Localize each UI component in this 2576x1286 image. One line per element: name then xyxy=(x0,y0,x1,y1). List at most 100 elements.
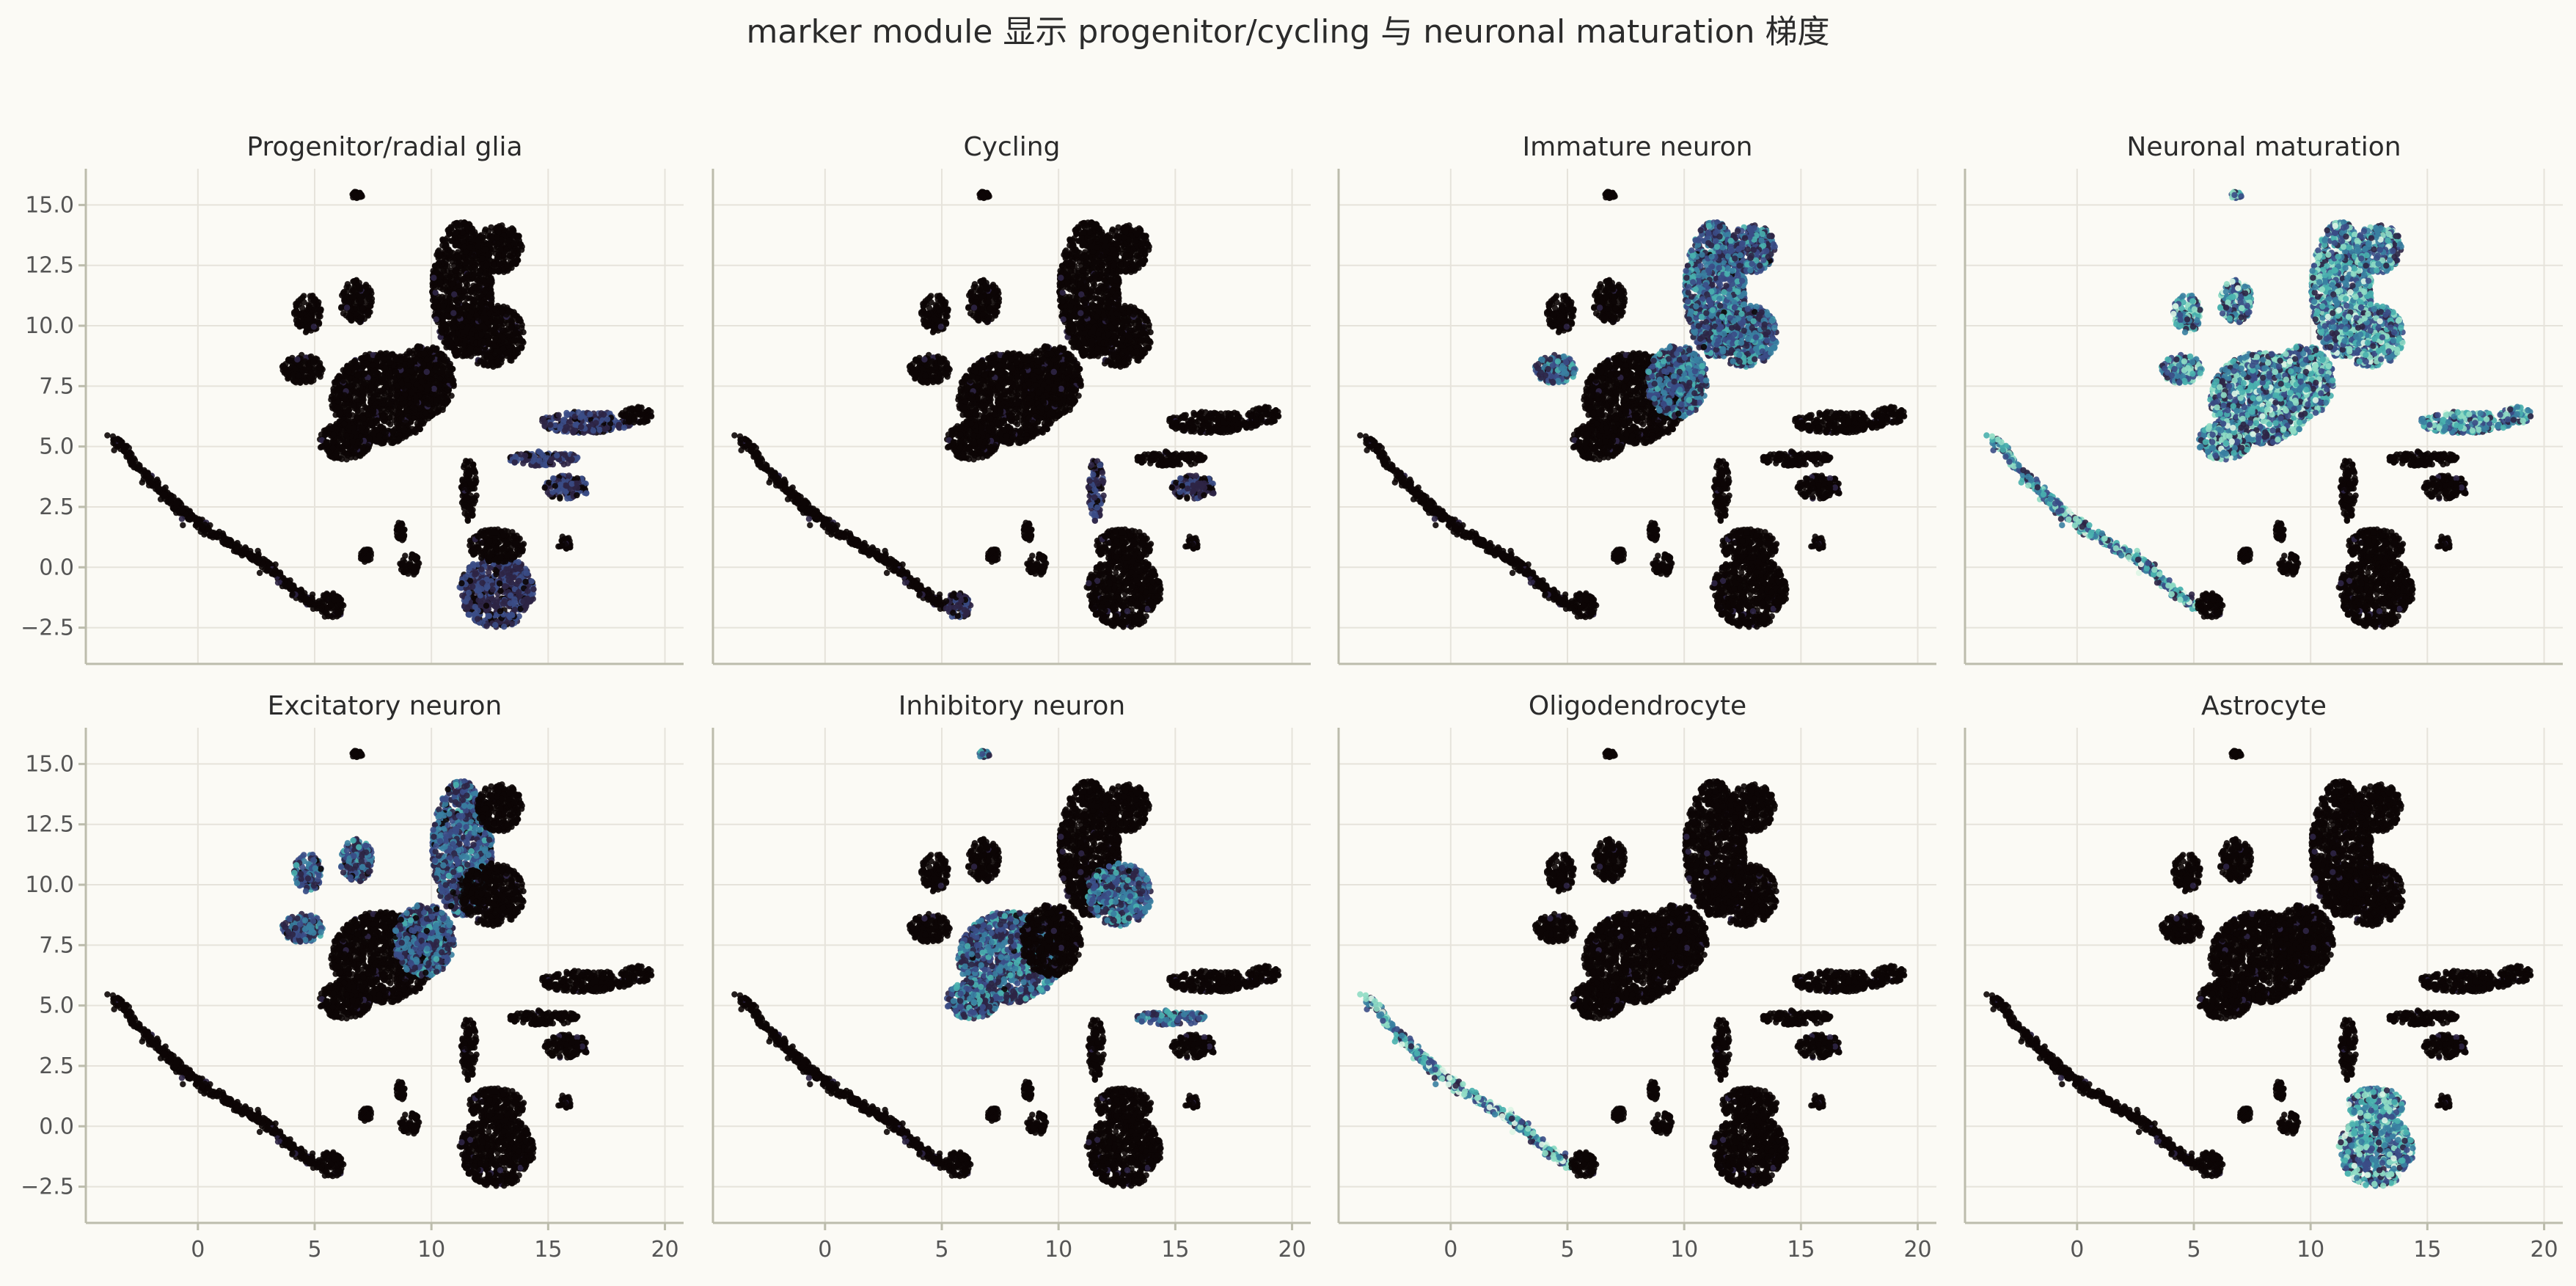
data-point xyxy=(121,447,127,453)
data-point xyxy=(351,450,357,456)
data-point xyxy=(366,310,372,315)
data-point xyxy=(387,401,392,407)
data-point xyxy=(180,508,186,514)
data-point xyxy=(350,439,356,445)
data-point xyxy=(352,377,358,383)
data-point xyxy=(360,416,366,422)
data-point xyxy=(193,522,199,528)
data-point xyxy=(337,384,343,390)
data-point xyxy=(347,383,353,389)
data-point xyxy=(359,194,365,200)
data-point xyxy=(352,192,358,198)
data-point xyxy=(326,426,332,432)
data-point xyxy=(315,317,321,323)
data-point xyxy=(110,434,116,439)
data-point xyxy=(246,555,252,560)
data-point xyxy=(293,303,299,309)
data-point xyxy=(338,411,344,417)
data-point xyxy=(328,613,334,619)
data-point xyxy=(382,365,388,371)
data-point xyxy=(377,395,383,401)
data-point xyxy=(256,557,262,563)
data-point xyxy=(330,439,336,445)
data-point xyxy=(383,429,389,435)
data-point xyxy=(345,369,351,375)
data-point xyxy=(287,577,293,583)
data-point xyxy=(337,609,343,615)
data-point xyxy=(411,428,417,434)
data-point xyxy=(359,314,365,320)
data-point xyxy=(173,500,179,506)
data-point xyxy=(395,436,401,442)
data-point xyxy=(385,406,391,412)
data-point xyxy=(318,370,324,376)
data-point xyxy=(239,552,245,558)
data-point xyxy=(360,389,366,395)
data-point xyxy=(371,395,377,401)
data-point xyxy=(351,425,356,431)
data-point xyxy=(310,370,316,376)
data-point xyxy=(186,516,192,522)
data-point xyxy=(141,467,147,473)
data-point xyxy=(312,306,318,312)
data-point xyxy=(296,373,301,379)
data-point xyxy=(335,398,341,404)
data-point xyxy=(323,439,329,445)
data-point xyxy=(316,605,322,611)
data-point xyxy=(310,359,316,365)
data-point xyxy=(428,413,433,419)
data-point xyxy=(180,522,186,528)
data-point xyxy=(200,524,205,530)
data-point xyxy=(362,371,367,377)
data-point xyxy=(359,445,365,450)
data-point xyxy=(340,310,346,316)
data-point xyxy=(298,596,304,602)
data-point xyxy=(316,598,322,604)
data-point xyxy=(146,483,152,489)
data-point xyxy=(305,316,311,322)
data-point xyxy=(352,391,358,397)
data-point xyxy=(339,428,345,434)
data-point xyxy=(341,420,347,426)
data-point xyxy=(390,428,396,434)
data-point xyxy=(285,370,291,376)
data-point xyxy=(302,378,308,384)
data-point xyxy=(334,453,340,458)
data-point xyxy=(380,413,386,419)
data-point xyxy=(119,439,125,445)
data-point xyxy=(169,496,175,502)
data-point xyxy=(370,409,376,414)
data-point xyxy=(310,298,316,304)
data-point xyxy=(275,580,281,585)
data-point xyxy=(194,516,200,522)
data-point xyxy=(345,281,351,287)
data-point xyxy=(265,565,271,571)
data-point xyxy=(318,444,324,450)
data-point xyxy=(359,299,365,304)
data-point xyxy=(303,329,309,335)
data-point xyxy=(344,304,350,310)
data-point xyxy=(342,392,348,398)
data-point xyxy=(362,404,368,410)
data-point xyxy=(326,449,332,455)
data-point xyxy=(386,359,392,365)
data-point xyxy=(387,373,393,379)
data-point xyxy=(208,533,214,538)
data-point xyxy=(356,285,362,291)
data-point xyxy=(375,354,381,359)
data-point xyxy=(292,366,298,372)
data-point xyxy=(374,420,380,426)
data-point xyxy=(127,458,133,464)
data-point xyxy=(290,591,296,597)
data-point xyxy=(161,492,167,497)
data-point xyxy=(398,415,404,421)
data-point xyxy=(345,407,351,413)
data-point xyxy=(272,566,278,572)
data-point xyxy=(330,431,336,437)
data-point xyxy=(338,305,344,311)
data-point xyxy=(362,380,367,386)
data-point xyxy=(417,426,422,432)
data-point xyxy=(344,450,350,456)
data-point xyxy=(311,324,317,329)
